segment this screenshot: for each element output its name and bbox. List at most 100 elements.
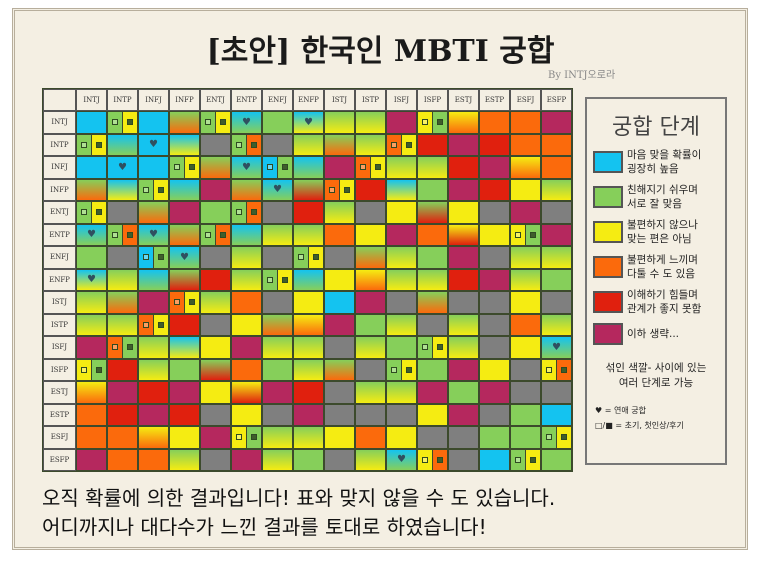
grid-cell[interactable]: [169, 178, 200, 201]
grid-cell[interactable]: [355, 403, 386, 426]
grid-cell[interactable]: [138, 426, 169, 449]
grid-cell[interactable]: [448, 381, 479, 404]
grid-cell[interactable]: [293, 448, 324, 471]
grid-cell[interactable]: [138, 358, 169, 381]
grid-cell[interactable]: [231, 448, 262, 471]
grid-cell[interactable]: [448, 426, 479, 449]
grid-cell[interactable]: [510, 268, 541, 291]
grid-cell[interactable]: [541, 111, 572, 134]
grid-cell[interactable]: [386, 291, 417, 314]
grid-cell[interactable]: [169, 313, 200, 336]
grid-cell[interactable]: [510, 426, 541, 449]
grid-cell[interactable]: [541, 223, 572, 246]
grid-cell[interactable]: [138, 313, 169, 336]
grid-cell[interactable]: [76, 381, 107, 404]
grid-cell[interactable]: [107, 291, 138, 314]
grid-cell[interactable]: [76, 336, 107, 359]
grid-cell[interactable]: [200, 381, 231, 404]
grid-cell[interactable]: [324, 156, 355, 179]
grid-cell[interactable]: [169, 156, 200, 179]
grid-cell[interactable]: [417, 268, 448, 291]
grid-cell[interactable]: [262, 358, 293, 381]
grid-cell[interactable]: [138, 156, 169, 179]
grid-cell[interactable]: [107, 426, 138, 449]
grid-cell[interactable]: [138, 336, 169, 359]
grid-cell[interactable]: [324, 291, 355, 314]
grid-cell[interactable]: [417, 426, 448, 449]
grid-cell[interactable]: [262, 426, 293, 449]
grid-cell[interactable]: ♥: [107, 156, 138, 179]
grid-cell[interactable]: [231, 358, 262, 381]
grid-cell[interactable]: [76, 358, 107, 381]
grid-cell[interactable]: [107, 336, 138, 359]
grid-cell[interactable]: [355, 336, 386, 359]
grid-cell[interactable]: [510, 133, 541, 156]
grid-cell[interactable]: [479, 246, 510, 269]
grid-cell[interactable]: [510, 403, 541, 426]
grid-cell[interactable]: [262, 246, 293, 269]
grid-cell[interactable]: [324, 448, 355, 471]
grid-cell[interactable]: [448, 313, 479, 336]
grid-cell[interactable]: [510, 178, 541, 201]
grid-cell[interactable]: [479, 381, 510, 404]
grid-cell[interactable]: [417, 201, 448, 224]
grid-cell[interactable]: [479, 178, 510, 201]
grid-cell[interactable]: [293, 223, 324, 246]
grid-cell[interactable]: [417, 381, 448, 404]
grid-cell[interactable]: [169, 403, 200, 426]
grid-cell[interactable]: [510, 448, 541, 471]
grid-cell[interactable]: ♥: [169, 246, 200, 269]
grid-cell[interactable]: [479, 201, 510, 224]
grid-cell[interactable]: [417, 156, 448, 179]
grid-cell[interactable]: [448, 111, 479, 134]
grid-cell[interactable]: [479, 403, 510, 426]
grid-cell[interactable]: [107, 201, 138, 224]
grid-cell[interactable]: [479, 358, 510, 381]
grid-cell[interactable]: [262, 313, 293, 336]
grid-cell[interactable]: [324, 133, 355, 156]
grid-cell[interactable]: [479, 268, 510, 291]
grid-cell[interactable]: [417, 336, 448, 359]
grid-cell[interactable]: [355, 133, 386, 156]
grid-cell[interactable]: [541, 291, 572, 314]
grid-cell[interactable]: [448, 178, 479, 201]
grid-cell[interactable]: [107, 403, 138, 426]
grid-cell[interactable]: [76, 448, 107, 471]
grid-cell[interactable]: [169, 133, 200, 156]
grid-cell[interactable]: ♥: [293, 111, 324, 134]
grid-cell[interactable]: [448, 336, 479, 359]
grid-cell[interactable]: [231, 381, 262, 404]
grid-cell[interactable]: [231, 178, 262, 201]
grid-cell[interactable]: [417, 448, 448, 471]
grid-cell[interactable]: [262, 201, 293, 224]
grid-cell[interactable]: [138, 448, 169, 471]
grid-cell[interactable]: [293, 268, 324, 291]
grid-cell[interactable]: [417, 313, 448, 336]
grid-cell[interactable]: [386, 156, 417, 179]
grid-cell[interactable]: [107, 381, 138, 404]
grid-cell[interactable]: [76, 403, 107, 426]
grid-cell[interactable]: [107, 111, 138, 134]
grid-cell[interactable]: [262, 336, 293, 359]
grid-cell[interactable]: [169, 223, 200, 246]
grid-cell[interactable]: [479, 313, 510, 336]
grid-cell[interactable]: [417, 358, 448, 381]
grid-cell[interactable]: [448, 133, 479, 156]
grid-cell[interactable]: [324, 426, 355, 449]
grid-cell[interactable]: [138, 291, 169, 314]
grid-cell[interactable]: ♥: [76, 268, 107, 291]
grid-cell[interactable]: [479, 156, 510, 179]
grid-cell[interactable]: [510, 156, 541, 179]
grid-cell[interactable]: [200, 426, 231, 449]
grid-cell[interactable]: [541, 403, 572, 426]
grid-cell[interactable]: [138, 268, 169, 291]
grid-cell[interactable]: [324, 381, 355, 404]
grid-cell[interactable]: [200, 223, 231, 246]
grid-cell[interactable]: [510, 246, 541, 269]
grid-cell[interactable]: [200, 133, 231, 156]
grid-cell[interactable]: [386, 313, 417, 336]
grid-cell[interactable]: [107, 246, 138, 269]
grid-cell[interactable]: [479, 111, 510, 134]
grid-cell[interactable]: [76, 156, 107, 179]
grid-cell[interactable]: [200, 358, 231, 381]
